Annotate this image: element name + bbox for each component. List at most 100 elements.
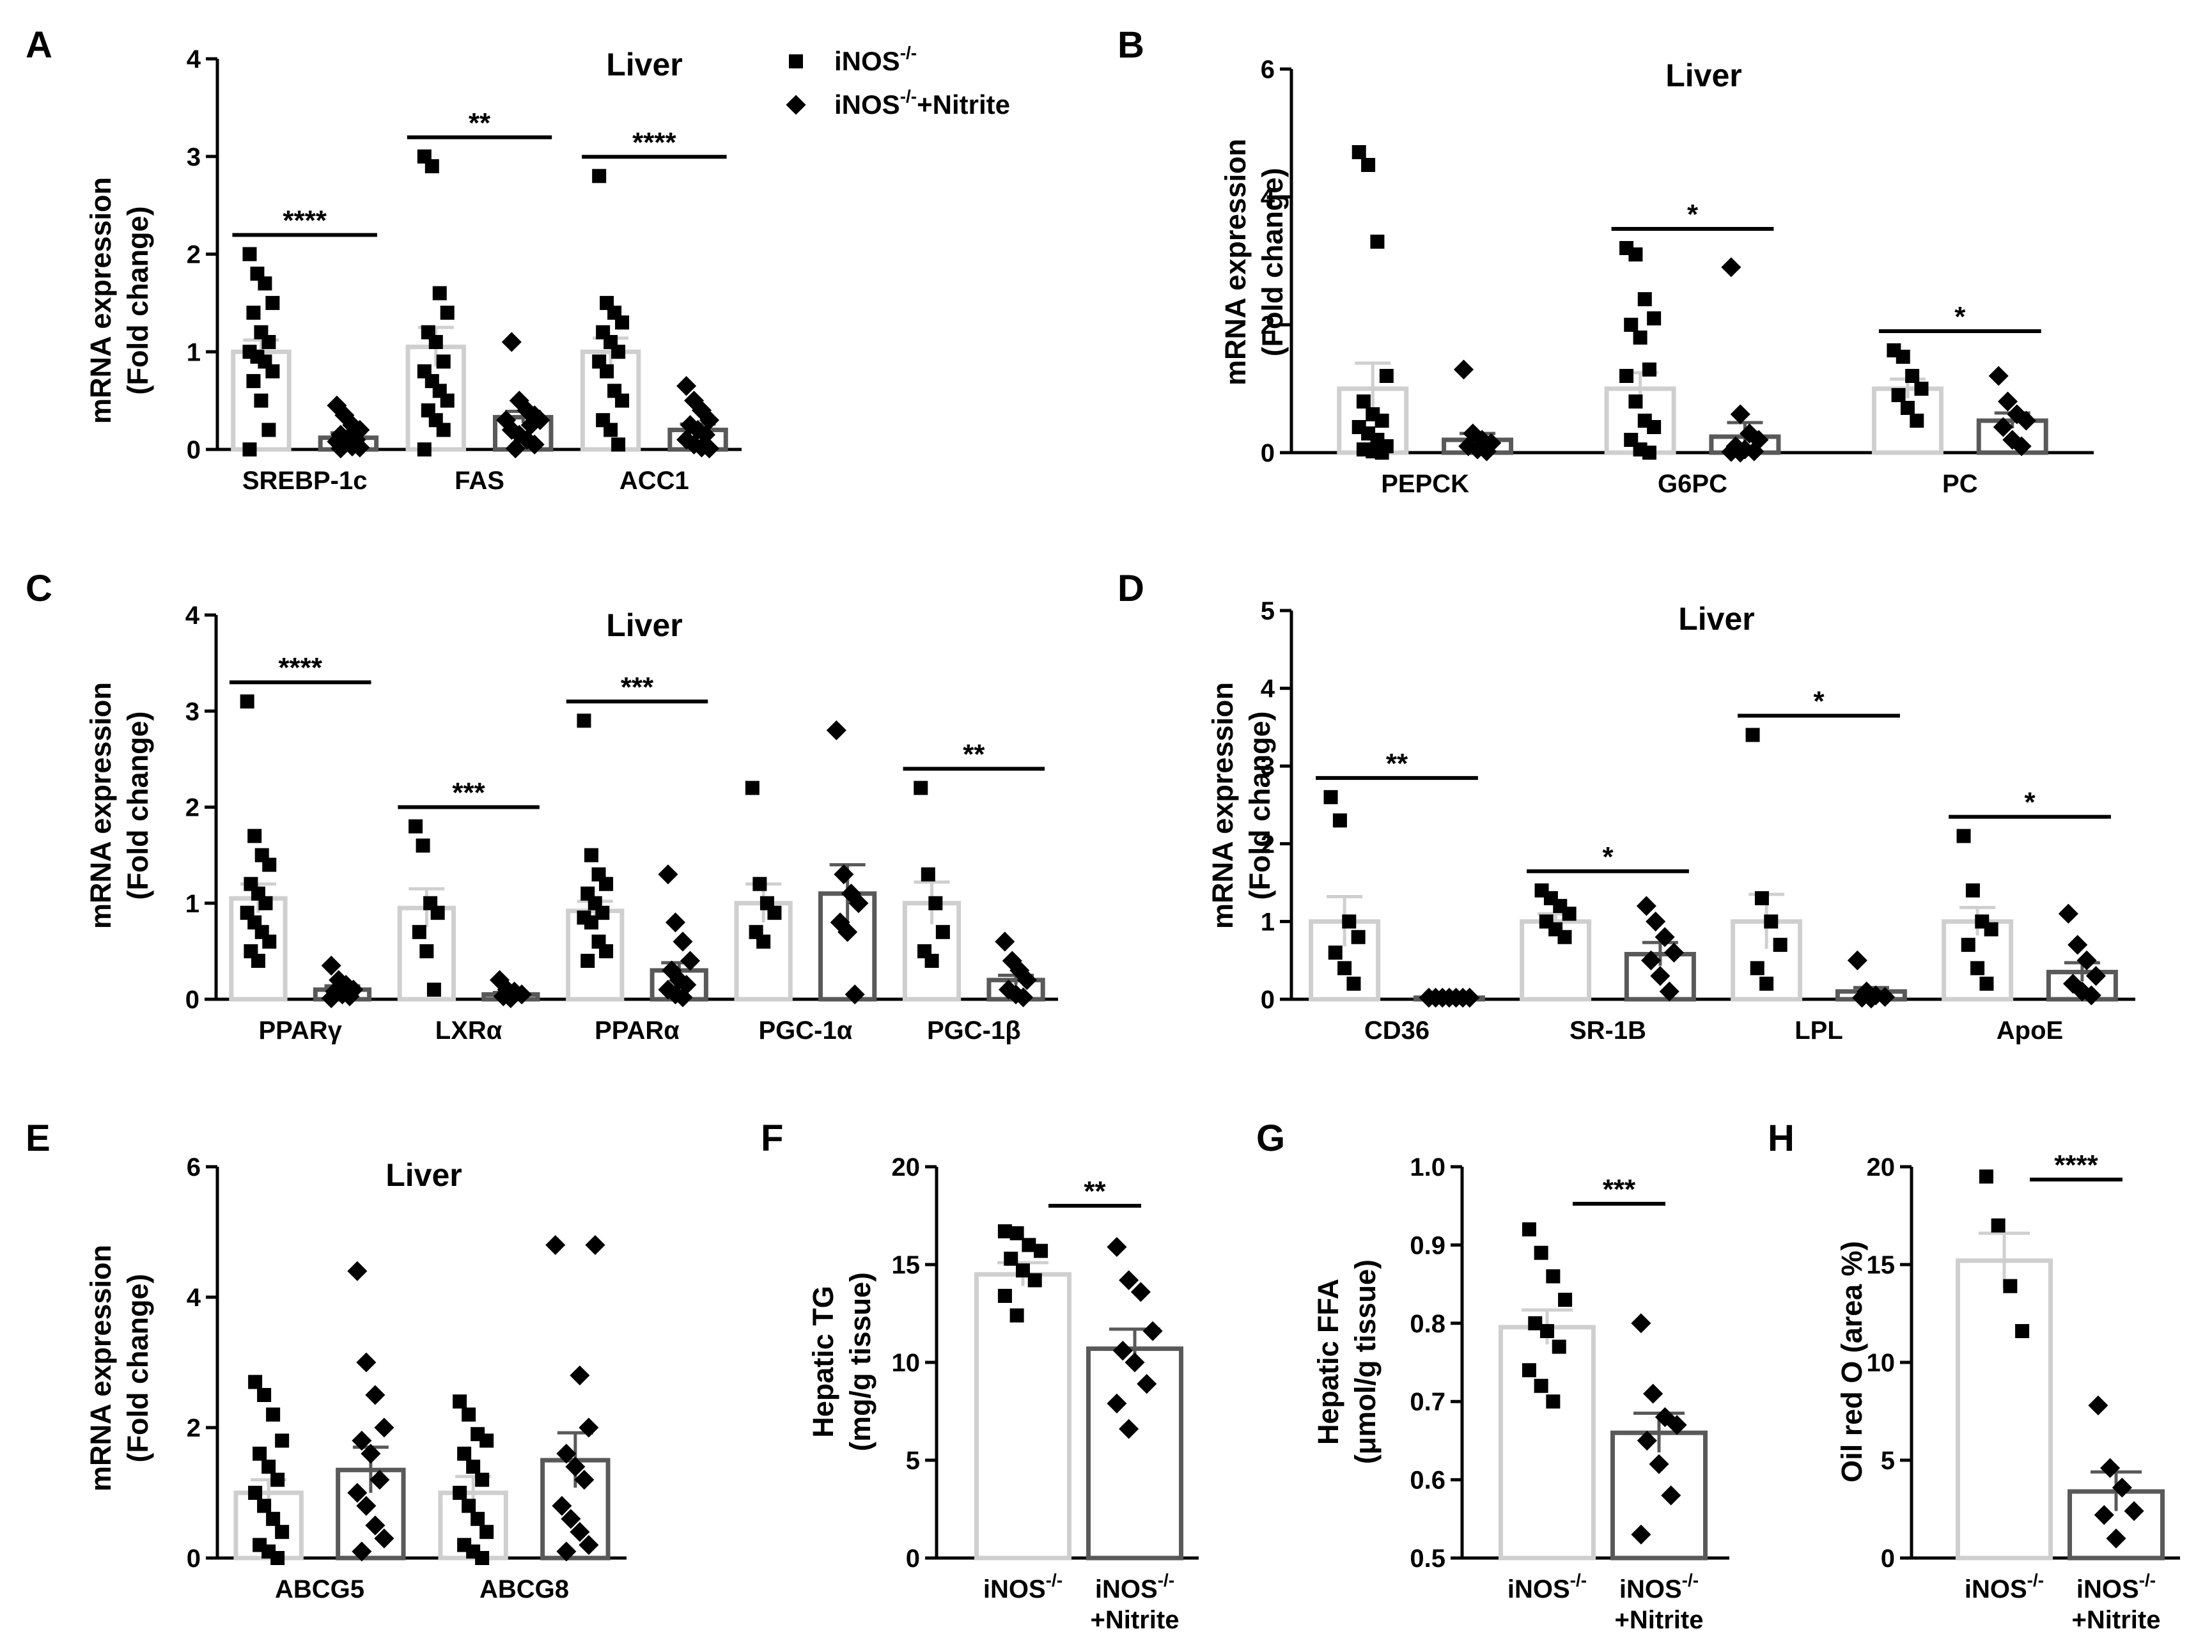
- data-point: [466, 1460, 481, 1474]
- bar: [1499, 1325, 1596, 1561]
- y-tick-label: 5: [906, 1447, 920, 1475]
- data-point: [262, 934, 277, 949]
- y-tick-label: 0: [906, 1545, 920, 1573]
- category-group: LXRα ***: [397, 777, 540, 1045]
- data-point: [2003, 1279, 2018, 1293]
- data-point: [1655, 927, 1675, 947]
- panel-b: B Liver mRNA expression (Fold change) 0 2 4 6 PE…: [1118, 24, 2094, 498]
- x-tick-label-name: iNOS: [1619, 1575, 1682, 1603]
- data-point: [1009, 1308, 1024, 1323]
- data-point: [242, 442, 257, 456]
- y-axis-label: mRNA expression (Fold change): [84, 682, 154, 929]
- data-point: [1130, 1282, 1151, 1302]
- data-point: [1522, 1363, 1536, 1378]
- y-tick-label: 2: [1261, 311, 1275, 339]
- category-group: PGC-1α: [734, 720, 877, 1045]
- legend-entry: iNOS-/-+Nitrite: [834, 86, 1010, 120]
- data-point: [471, 1511, 485, 1526]
- data-point: [1534, 1245, 1548, 1260]
- data-point: [1640, 950, 1662, 970]
- data-point: [1956, 829, 1971, 843]
- y-axis-label: Oil red O (area %): [1835, 1241, 1868, 1483]
- data-point: [1874, 986, 1896, 1007]
- data-point: [1649, 1454, 1669, 1474]
- data-point: [848, 893, 869, 914]
- legend: iNOS-/-iNOS-/-+Nitrite: [786, 43, 1010, 120]
- data-point: [584, 915, 598, 930]
- data-point: [615, 393, 630, 408]
- data-point: [240, 694, 254, 709]
- y-tick-label: 0: [187, 436, 201, 464]
- data-point: [570, 1522, 590, 1542]
- data-point: [592, 169, 607, 183]
- data-point: [475, 1472, 490, 1487]
- significance-label: ***: [1603, 1174, 1636, 1205]
- data-point: [673, 987, 693, 1008]
- x-tick-label: PEPCK: [1381, 470, 1469, 498]
- legend-square-marker: [789, 54, 803, 68]
- data-point: [2124, 1501, 2144, 1522]
- data-point: [419, 944, 434, 958]
- x-tick-label: PPARγ: [258, 1017, 342, 1045]
- y-axis-label: Hepatic TG (mg/g tissue): [807, 1272, 876, 1451]
- data-point: [1730, 404, 1750, 425]
- y-tick-label: 4: [187, 1284, 201, 1312]
- chart-title: Liver: [606, 47, 683, 82]
- category-group: ABCG8: [438, 1235, 611, 1603]
- x-tick-label-name: iNOS: [1095, 1575, 1158, 1603]
- bar: [1956, 1258, 2053, 1561]
- data-point: [556, 1541, 577, 1562]
- data-point: [1988, 366, 2009, 386]
- data-point: [426, 982, 441, 997]
- x-tick-label-sup: -/-: [1570, 1570, 1587, 1590]
- category-group: PPARγ ****: [229, 652, 372, 1045]
- x-tick-label-sup: -/-: [2139, 1570, 2156, 1590]
- data-point: [412, 924, 426, 939]
- y-tick-label: 4: [187, 45, 201, 74]
- y-tick-label: 4: [185, 602, 200, 630]
- data-point: [1847, 950, 1867, 970]
- x-tick-label-sup: -/-: [1682, 1570, 1699, 1590]
- data-point: [428, 334, 443, 349]
- y-tick-label: 4: [1261, 675, 1275, 703]
- data-point: [262, 857, 277, 872]
- data-point: [2088, 1395, 2108, 1415]
- data-point: [356, 1352, 377, 1373]
- data-point: [1351, 145, 1366, 159]
- data-point: [1642, 362, 1656, 377]
- y-tick-label: 3: [185, 697, 199, 726]
- x-tick-label: PGC-1β: [927, 1017, 1021, 1045]
- significance-label: *: [2024, 787, 2036, 818]
- legend-sup: -/-: [900, 86, 917, 106]
- data-point: [924, 953, 939, 968]
- chart-title: Liver: [1665, 58, 1742, 93]
- data-point: [261, 334, 276, 349]
- data-point: [253, 1446, 267, 1461]
- data-point: [1661, 1485, 1681, 1506]
- y-tick-label: 1: [1261, 908, 1275, 936]
- chart-title: Liver: [386, 1157, 462, 1193]
- bar-group: iNOS-/-: [1956, 1169, 2053, 1603]
- y-tick-label: 0: [187, 1545, 201, 1573]
- data-point: [1647, 311, 1662, 325]
- x-tick-label: ACC1: [619, 467, 689, 495]
- panel-label: C: [26, 568, 52, 609]
- y-axis-label-line: (mg/g tissue): [844, 1272, 876, 1451]
- data-point: [1891, 388, 1906, 402]
- x-tick-label: SR-1B: [1569, 1017, 1646, 1045]
- x-tick-label: iNOS-/- +Nitrite: [1091, 1570, 1180, 1634]
- data-point: [453, 1486, 467, 1500]
- data-point: [270, 1472, 285, 1487]
- data-point: [2081, 985, 2101, 1006]
- data-point: [997, 1288, 1012, 1303]
- data-point: [1764, 914, 1779, 929]
- category-group: LPL *: [1731, 686, 1907, 1045]
- data-point: [1910, 414, 1924, 428]
- data-point: [1562, 907, 1577, 921]
- y-axis-label: Hepatic FFA (μmol/g tissue): [1312, 1259, 1382, 1464]
- bar-group: iNOS-/-: [974, 1224, 1071, 1603]
- x-tick-label: iNOS-/-: [1965, 1570, 2044, 1603]
- data-point: [2016, 410, 2036, 431]
- y-tick-label: 1: [187, 338, 201, 366]
